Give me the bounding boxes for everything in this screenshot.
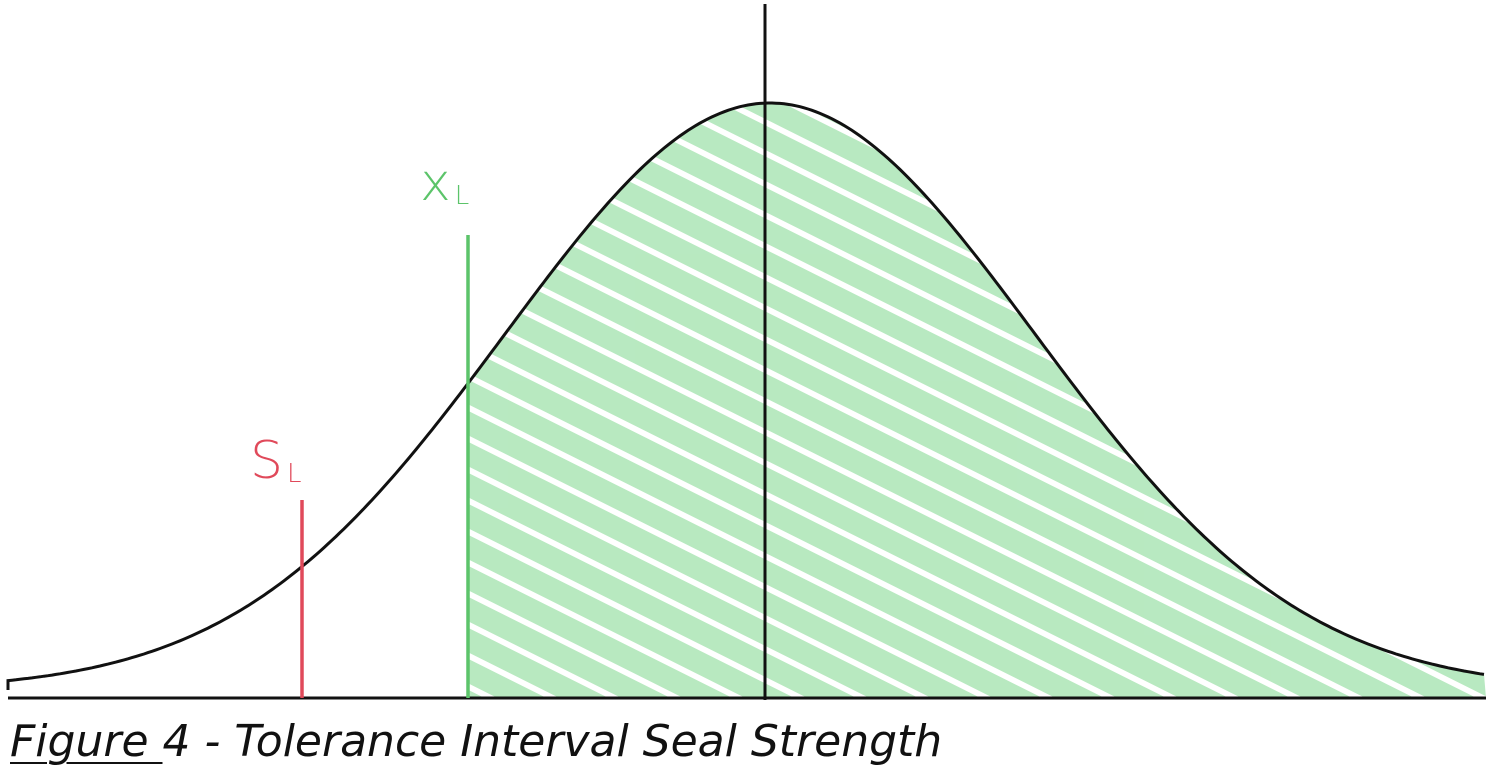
shading-stripe [0, 60, 236, 710]
shading-stripe [468, 103, 495, 698]
shading-stripe [468, 103, 1301, 698]
caption-title: 4 - Tolerance Interval Seal Strength [162, 716, 943, 767]
shading-stripe [468, 103, 1115, 698]
shading-stripe [468, 103, 1363, 698]
shading-stripe [468, 103, 1486, 698]
figure-caption: Figure 4 - Tolerance Interval Seal Stren… [10, 712, 942, 772]
shading-stripe [468, 103, 867, 698]
shading-stripe [0, 60, 174, 710]
shaded-region [0, 60, 1486, 710]
shading-stripe [1405, 103, 1486, 698]
shading-stripe [0, 60, 298, 710]
shading-stripe [468, 103, 805, 698]
shading-stripe [0, 60, 50, 710]
shading-stripe [468, 103, 929, 698]
shading-stripe [468, 103, 991, 698]
shading-stripe [1343, 103, 1486, 698]
shading-stripe [0, 60, 112, 710]
shading-stripe [468, 103, 1053, 698]
caption-figure-word: Figure [10, 716, 163, 767]
shading-stripe [1467, 103, 1486, 698]
shading-stripe [0, 60, 360, 710]
shading-stripe [0, 60, 422, 710]
shading-stripe [468, 103, 743, 698]
shading-stripe [1281, 103, 1486, 698]
shading-stripe [468, 103, 557, 698]
shading-stripe [468, 103, 1177, 698]
normal-distribution-curve [6, 101, 1485, 690]
shading-stripe [468, 103, 1239, 698]
